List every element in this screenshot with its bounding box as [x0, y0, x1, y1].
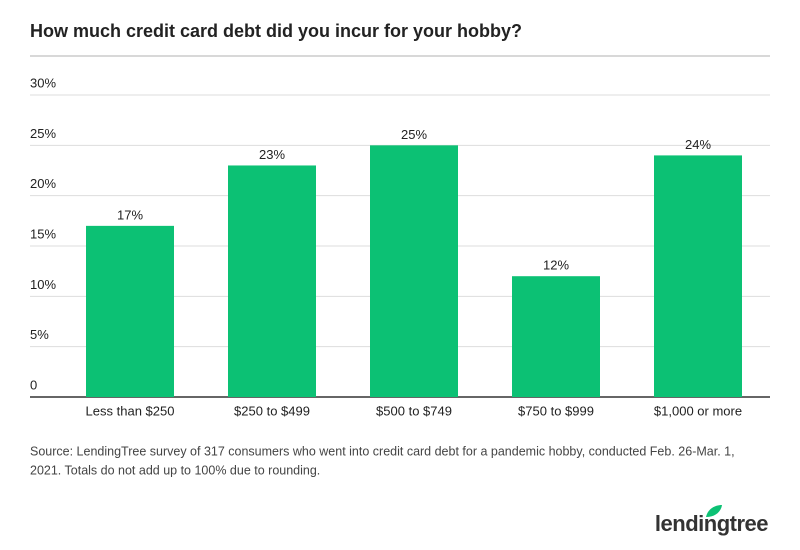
bar — [228, 165, 316, 397]
x-tick-label: $750 to $999 — [518, 403, 594, 418]
bar — [512, 276, 600, 397]
y-tick-label: 30% — [30, 75, 56, 90]
x-tick-label: $1,000 or more — [654, 403, 742, 418]
y-tick-label: 20% — [30, 176, 56, 191]
x-tick-label: $250 to $499 — [234, 403, 310, 418]
chart-title: How much credit card debt did you incur … — [30, 21, 522, 41]
value-label: 12% — [543, 258, 569, 273]
logo: lendingtree — [655, 511, 768, 536]
logo-leaf — [706, 505, 722, 517]
x-tick-label: Less than $250 — [86, 403, 175, 418]
y-tick-label: 10% — [30, 277, 56, 292]
y-tick-label: 25% — [30, 126, 56, 141]
y-tick-label: 15% — [30, 226, 56, 241]
value-label: 17% — [117, 207, 143, 222]
value-label: 24% — [685, 137, 711, 152]
bar — [370, 145, 458, 397]
bar — [86, 225, 174, 397]
y-tick-label: 0 — [30, 377, 37, 392]
source-note: 2021. Totals do not add up to 100% due t… — [30, 463, 320, 477]
bar — [654, 155, 742, 397]
source-note: Source: LendingTree survey of 317 consum… — [30, 444, 735, 458]
x-tick-label: $500 to $749 — [376, 403, 452, 418]
value-label: 25% — [401, 127, 427, 142]
value-label: 23% — [259, 147, 285, 162]
y-tick-label: 5% — [30, 327, 49, 342]
